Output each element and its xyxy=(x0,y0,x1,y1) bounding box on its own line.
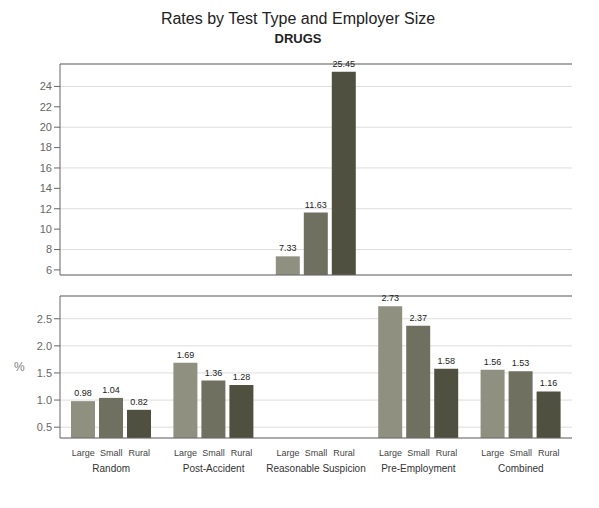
svg-text:Large: Large xyxy=(379,448,402,458)
svg-text:1.28: 1.28 xyxy=(233,372,251,382)
svg-text:Rural: Rural xyxy=(436,448,458,458)
html-text:Rates by Test Type and Employe: Rates by Test Type and Employer Size xyxy=(160,10,436,27)
svg-text:Large: Large xyxy=(481,448,504,458)
svg-text:Small: Small xyxy=(407,448,430,458)
svg-text:2.37: 2.37 xyxy=(409,313,427,323)
svg-text:2.73: 2.73 xyxy=(381,293,399,303)
svg-text:1.69: 1.69 xyxy=(177,350,195,360)
svg-text:Large: Large xyxy=(276,448,299,458)
svg-text:7.33: 7.33 xyxy=(279,243,297,253)
svg-text:Rural: Rural xyxy=(231,448,253,458)
svg-text:1.56: 1.56 xyxy=(484,357,502,367)
svg-text:16: 16 xyxy=(40,162,52,174)
svg-text:Rural: Rural xyxy=(538,448,560,458)
svg-text:10: 10 xyxy=(40,223,52,235)
svg-text:Rural: Rural xyxy=(333,448,355,458)
svg-text:Combined: Combined xyxy=(498,463,544,474)
svg-text:Small: Small xyxy=(202,448,225,458)
svg-text:Small: Small xyxy=(510,448,533,458)
svg-text:20: 20 xyxy=(40,121,52,133)
svg-text:1.04: 1.04 xyxy=(102,385,120,395)
svg-text:Large: Large xyxy=(72,448,95,458)
svg-text:Post-Accident: Post-Accident xyxy=(183,463,245,474)
svg-text:Pre-Employment: Pre-Employment xyxy=(381,463,456,474)
svg-text:18: 18 xyxy=(40,141,52,153)
svg-text:1.16: 1.16 xyxy=(540,378,558,388)
svg-text:14: 14 xyxy=(40,182,52,194)
svg-text:11.63: 11.63 xyxy=(305,200,327,210)
svg-text:2.0: 2.0 xyxy=(37,340,52,352)
svg-text:0.98: 0.98 xyxy=(74,388,92,398)
svg-text:8: 8 xyxy=(46,243,52,255)
svg-text:1.36: 1.36 xyxy=(205,368,223,378)
svg-text:1.58: 1.58 xyxy=(437,356,455,366)
svg-text:%: % xyxy=(14,360,25,374)
svg-text:1.5: 1.5 xyxy=(37,367,52,379)
svg-text:Small: Small xyxy=(100,448,123,458)
svg-text:6: 6 xyxy=(46,264,52,276)
svg-text:Small: Small xyxy=(305,448,328,458)
svg-text:22: 22 xyxy=(40,101,52,113)
svg-text:1.0: 1.0 xyxy=(37,394,52,406)
svg-text:12: 12 xyxy=(40,203,52,215)
svg-text:0.82: 0.82 xyxy=(130,397,148,407)
svg-text:25.45: 25.45 xyxy=(333,59,356,69)
html-text:DRUGS: DRUGS xyxy=(274,31,322,46)
svg-text:Random: Random xyxy=(92,463,130,474)
svg-text:2.5: 2.5 xyxy=(37,313,52,325)
svg-text:Rural: Rural xyxy=(128,448,150,458)
svg-text:1.53: 1.53 xyxy=(512,358,530,368)
svg-text:Reasonable Suspicion: Reasonable Suspicion xyxy=(266,463,366,474)
svg-text:Large: Large xyxy=(174,448,197,458)
svg-text:24: 24 xyxy=(40,80,52,92)
svg-text:0.5: 0.5 xyxy=(37,421,52,433)
